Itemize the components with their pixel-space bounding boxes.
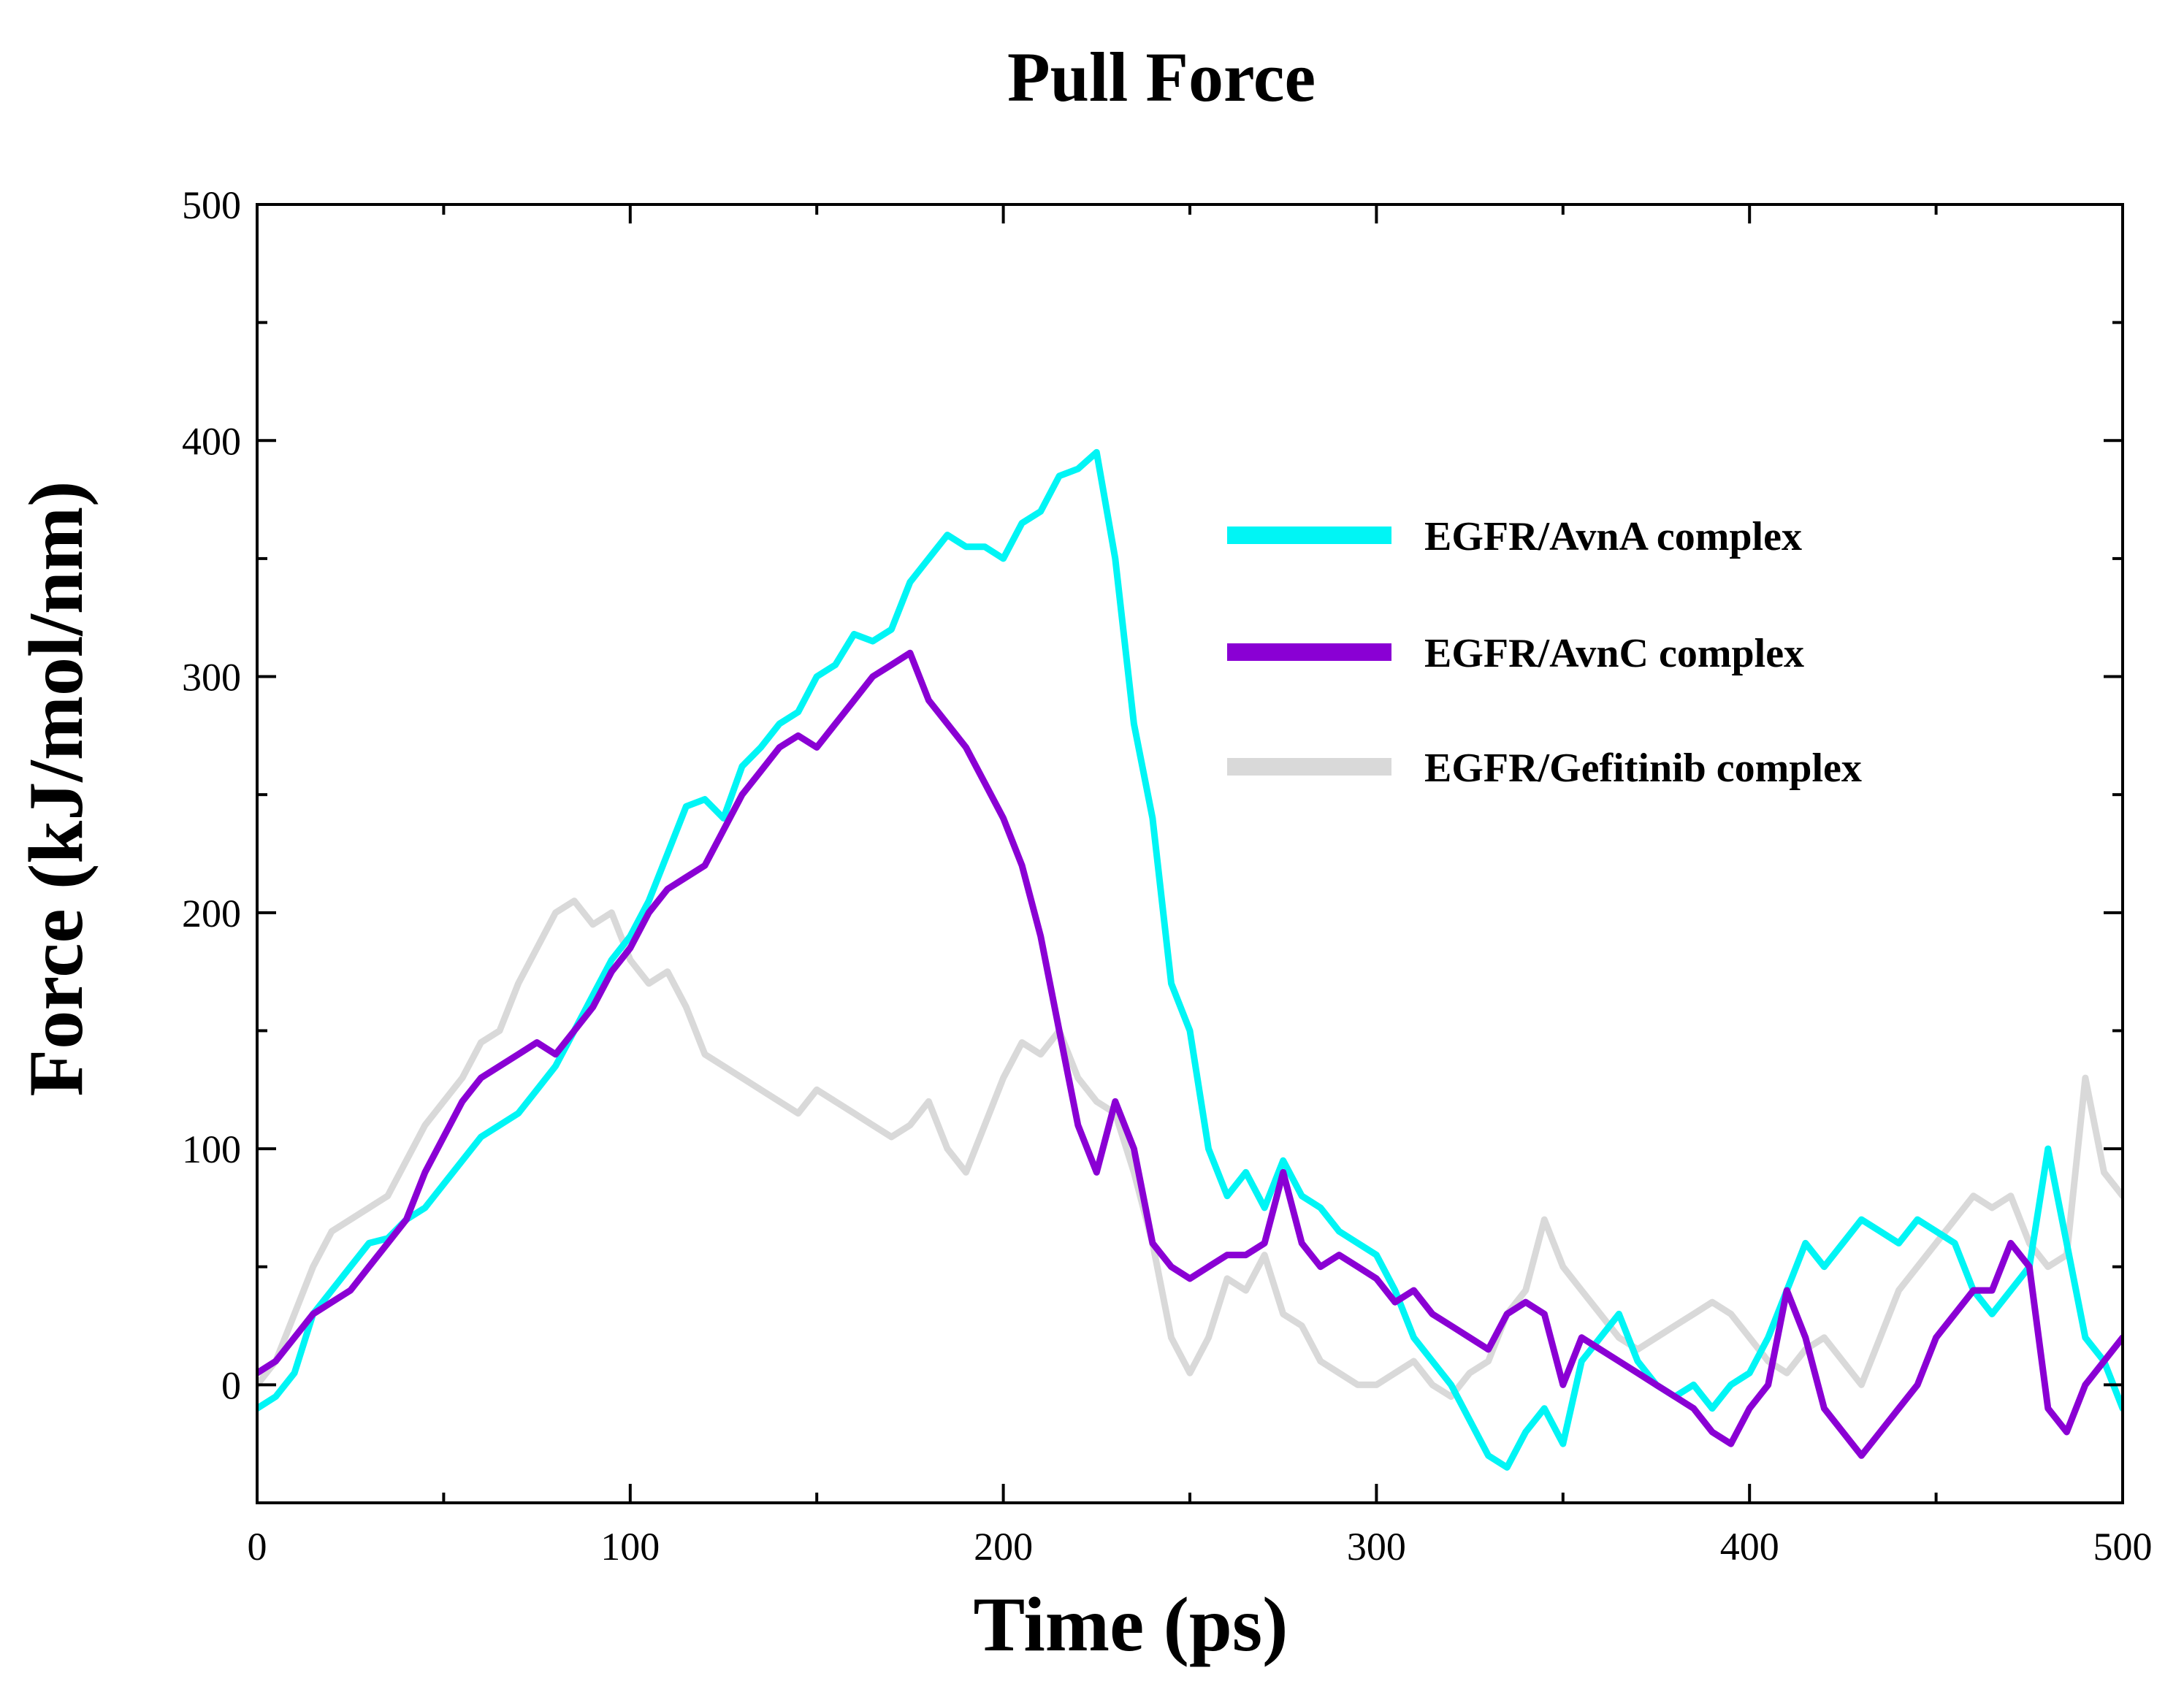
series-layer bbox=[257, 448, 2123, 1471]
x-tick-label: 300 bbox=[1347, 1525, 1406, 1569]
y-tick-label: 500 bbox=[182, 183, 241, 227]
series-line-egfr-avnc-complex bbox=[257, 649, 2123, 1459]
axes-layer: 0 100 200 300 400 500 0 100 200 300 400 500 bbox=[182, 183, 2153, 1569]
chart-title: Pull Force bbox=[1007, 38, 1316, 116]
y-tick-label: 400 bbox=[182, 419, 241, 463]
y-tick-label: 300 bbox=[182, 656, 241, 700]
y-tick-label: 100 bbox=[182, 1127, 241, 1171]
legend-label-egfr-avna-complex: EGFR/AvnA complex bbox=[1424, 514, 1802, 559]
x-tick-label: 100 bbox=[600, 1525, 660, 1569]
y-axis-title: Force (kJ/mol/nm) bbox=[13, 481, 99, 1097]
x-tick-label: 400 bbox=[1720, 1525, 1779, 1569]
legend-label-egfr-avnc-complex: EGFR/AvnC complex bbox=[1424, 631, 1804, 676]
x-tick-label: 500 bbox=[2093, 1525, 2153, 1569]
series-line-egfr-gefitinib-complex bbox=[257, 897, 2123, 1400]
x-tick-label: 200 bbox=[974, 1525, 1033, 1569]
y-tick-label: 200 bbox=[182, 892, 241, 935]
legend-label-egfr-gefitinib-complex: EGFR/Gefitinib complex bbox=[1424, 746, 1862, 791]
legend: EGFR/AvnA complex EGFR/AvnC complex EGFR/G… bbox=[1227, 514, 1862, 791]
y-tick-label: 0 bbox=[221, 1363, 241, 1407]
x-tick-label: 0 bbox=[248, 1525, 267, 1569]
x-axis-title: Time (ps) bbox=[974, 1582, 1288, 1667]
